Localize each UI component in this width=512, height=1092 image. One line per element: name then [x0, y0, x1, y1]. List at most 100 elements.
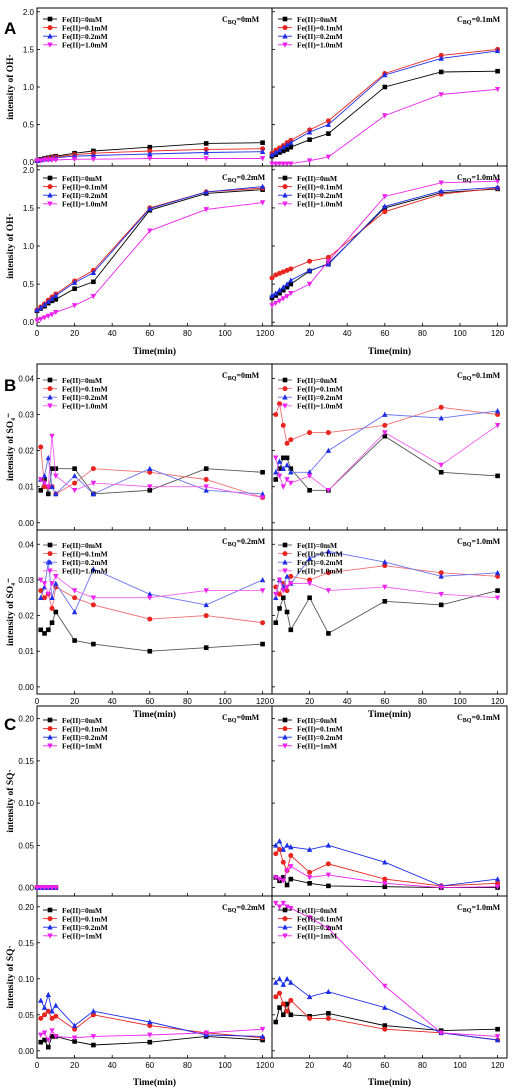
- data-point: [280, 875, 286, 880]
- data-point: [277, 290, 282, 296]
- series-4: [269, 86, 501, 167]
- data-point: [382, 430, 388, 436]
- data-point: [71, 472, 78, 479]
- data-point: [288, 466, 294, 471]
- y-tick-label: 0.0: [23, 158, 35, 167]
- data-point: [53, 473, 59, 479]
- series-4: [34, 156, 266, 164]
- legend-marker: [282, 726, 288, 732]
- y-tick-label: 0.01: [18, 483, 34, 492]
- data-point: [269, 303, 275, 309]
- legend-label: Fe(II)=0mM: [297, 906, 337, 915]
- data-point: [382, 433, 388, 439]
- data-point: [45, 484, 51, 490]
- data-point: [306, 473, 313, 479]
- data-point: [280, 144, 286, 150]
- data-point: [90, 152, 97, 158]
- data-point: [382, 84, 388, 90]
- data-point: [90, 491, 97, 497]
- legend-label: Fe(II)=0.2mM: [62, 191, 108, 200]
- legend-label: Fe(II)=1.0mM: [62, 200, 108, 209]
- data-point: [325, 926, 332, 932]
- cbq-label: CBQ=0.2mM: [222, 537, 266, 548]
- data-point: [259, 1026, 266, 1033]
- data-point: [203, 487, 209, 493]
- legend-label: Fe(II)=1.0mM: [297, 200, 343, 209]
- data-point: [494, 595, 501, 601]
- data-point: [277, 401, 283, 407]
- data-point: [382, 72, 388, 78]
- subplot-a-3: 0 20 40 60 80 100 120 0.0 0.5 1.0 1.5 2.0 Fe(II)=0mM…: [23, 165, 273, 338]
- x-tick-label: 20: [305, 1061, 314, 1070]
- legend-marker: [282, 542, 288, 548]
- x-tick-label: 120: [491, 697, 505, 706]
- data-point: [325, 447, 332, 453]
- data-point: [45, 627, 51, 633]
- data-point: [147, 1032, 153, 1038]
- data-point: [53, 574, 59, 580]
- series-3: [269, 184, 501, 298]
- data-point: [34, 307, 40, 313]
- data-point: [382, 203, 388, 209]
- data-point: [42, 477, 47, 482]
- legend-label: Fe(II)=0.2mM: [297, 393, 343, 402]
- legend-label: Fe(II)=0.1mM: [297, 914, 343, 923]
- legend-label: Fe(II)=0.1mM: [297, 182, 343, 191]
- data-point: [280, 422, 286, 428]
- data-point: [147, 1023, 153, 1029]
- y-tick-label: 0.01: [18, 647, 34, 656]
- data-point: [38, 1015, 44, 1021]
- data-point: [71, 488, 78, 494]
- data-point: [307, 869, 313, 875]
- legend-label: Fe(II)=0.2mM: [62, 32, 108, 41]
- legend-marker: [47, 386, 53, 392]
- y-tick-label: 1.0: [23, 242, 35, 251]
- x-tick-label: 80: [418, 329, 427, 338]
- data-point: [284, 584, 290, 590]
- legend-label: Fe(II)=0.1mM: [297, 384, 343, 393]
- subplot-a-2: Fe(II)=0mMFe(II)=0.1mMFe(II)=0.2mMFe(II)…: [269, 7, 508, 167]
- series-line: [275, 1002, 498, 1032]
- series-line: [275, 578, 498, 599]
- data-point: [273, 412, 279, 418]
- series-3: [38, 991, 266, 1039]
- legend-label: Fe(II)=1mM: [297, 932, 337, 941]
- data-point: [307, 488, 312, 493]
- x-tick-label: 0: [270, 1061, 275, 1070]
- data-point: [147, 148, 153, 154]
- x-axis-label: Time(min): [133, 346, 176, 357]
- data-point: [284, 161, 290, 167]
- legend-label: Fe(II)=0mM: [62, 541, 102, 550]
- data-point: [203, 1030, 209, 1036]
- legend: Fe(II)=0mMFe(II)=0.1mMFe(II)=0.2mMFe(II)…: [278, 541, 343, 576]
- y-axis-label: intensity of OH·: [6, 213, 16, 278]
- x-tick-label: 120: [256, 697, 270, 706]
- x-tick-label: 0: [35, 329, 40, 338]
- legend-marker: [47, 717, 53, 723]
- data-point: [38, 488, 44, 493]
- series-3: [273, 975, 501, 1043]
- legend-marker: [47, 907, 53, 913]
- data-point: [269, 275, 275, 281]
- legend-label: Fe(II)=0.2mM: [62, 923, 108, 932]
- data-point: [382, 411, 388, 417]
- x-tick-label: 40: [343, 1061, 352, 1070]
- data-point: [494, 876, 501, 882]
- data-point: [71, 588, 78, 594]
- x-tick-label: 40: [108, 697, 117, 706]
- data-point: [273, 994, 279, 1000]
- data-point: [42, 1012, 48, 1018]
- data-point: [325, 588, 332, 594]
- x-axis-label: Time(min): [133, 1077, 176, 1088]
- data-point: [49, 483, 55, 489]
- x-tick-label: 20: [305, 329, 314, 338]
- legend-label: Fe(II)=0.2mM: [297, 733, 343, 742]
- x-tick-label: 80: [183, 329, 192, 338]
- subplot-b-4: 0 20 40 60 80 100 120Fe(II)=0mMFe(II)=0.1mMFe(…: [270, 529, 508, 706]
- data-point: [41, 581, 48, 587]
- data-point: [72, 1039, 77, 1044]
- data-point: [284, 293, 290, 300]
- data-point: [280, 161, 286, 167]
- data-point: [147, 591, 153, 597]
- data-point: [203, 149, 209, 155]
